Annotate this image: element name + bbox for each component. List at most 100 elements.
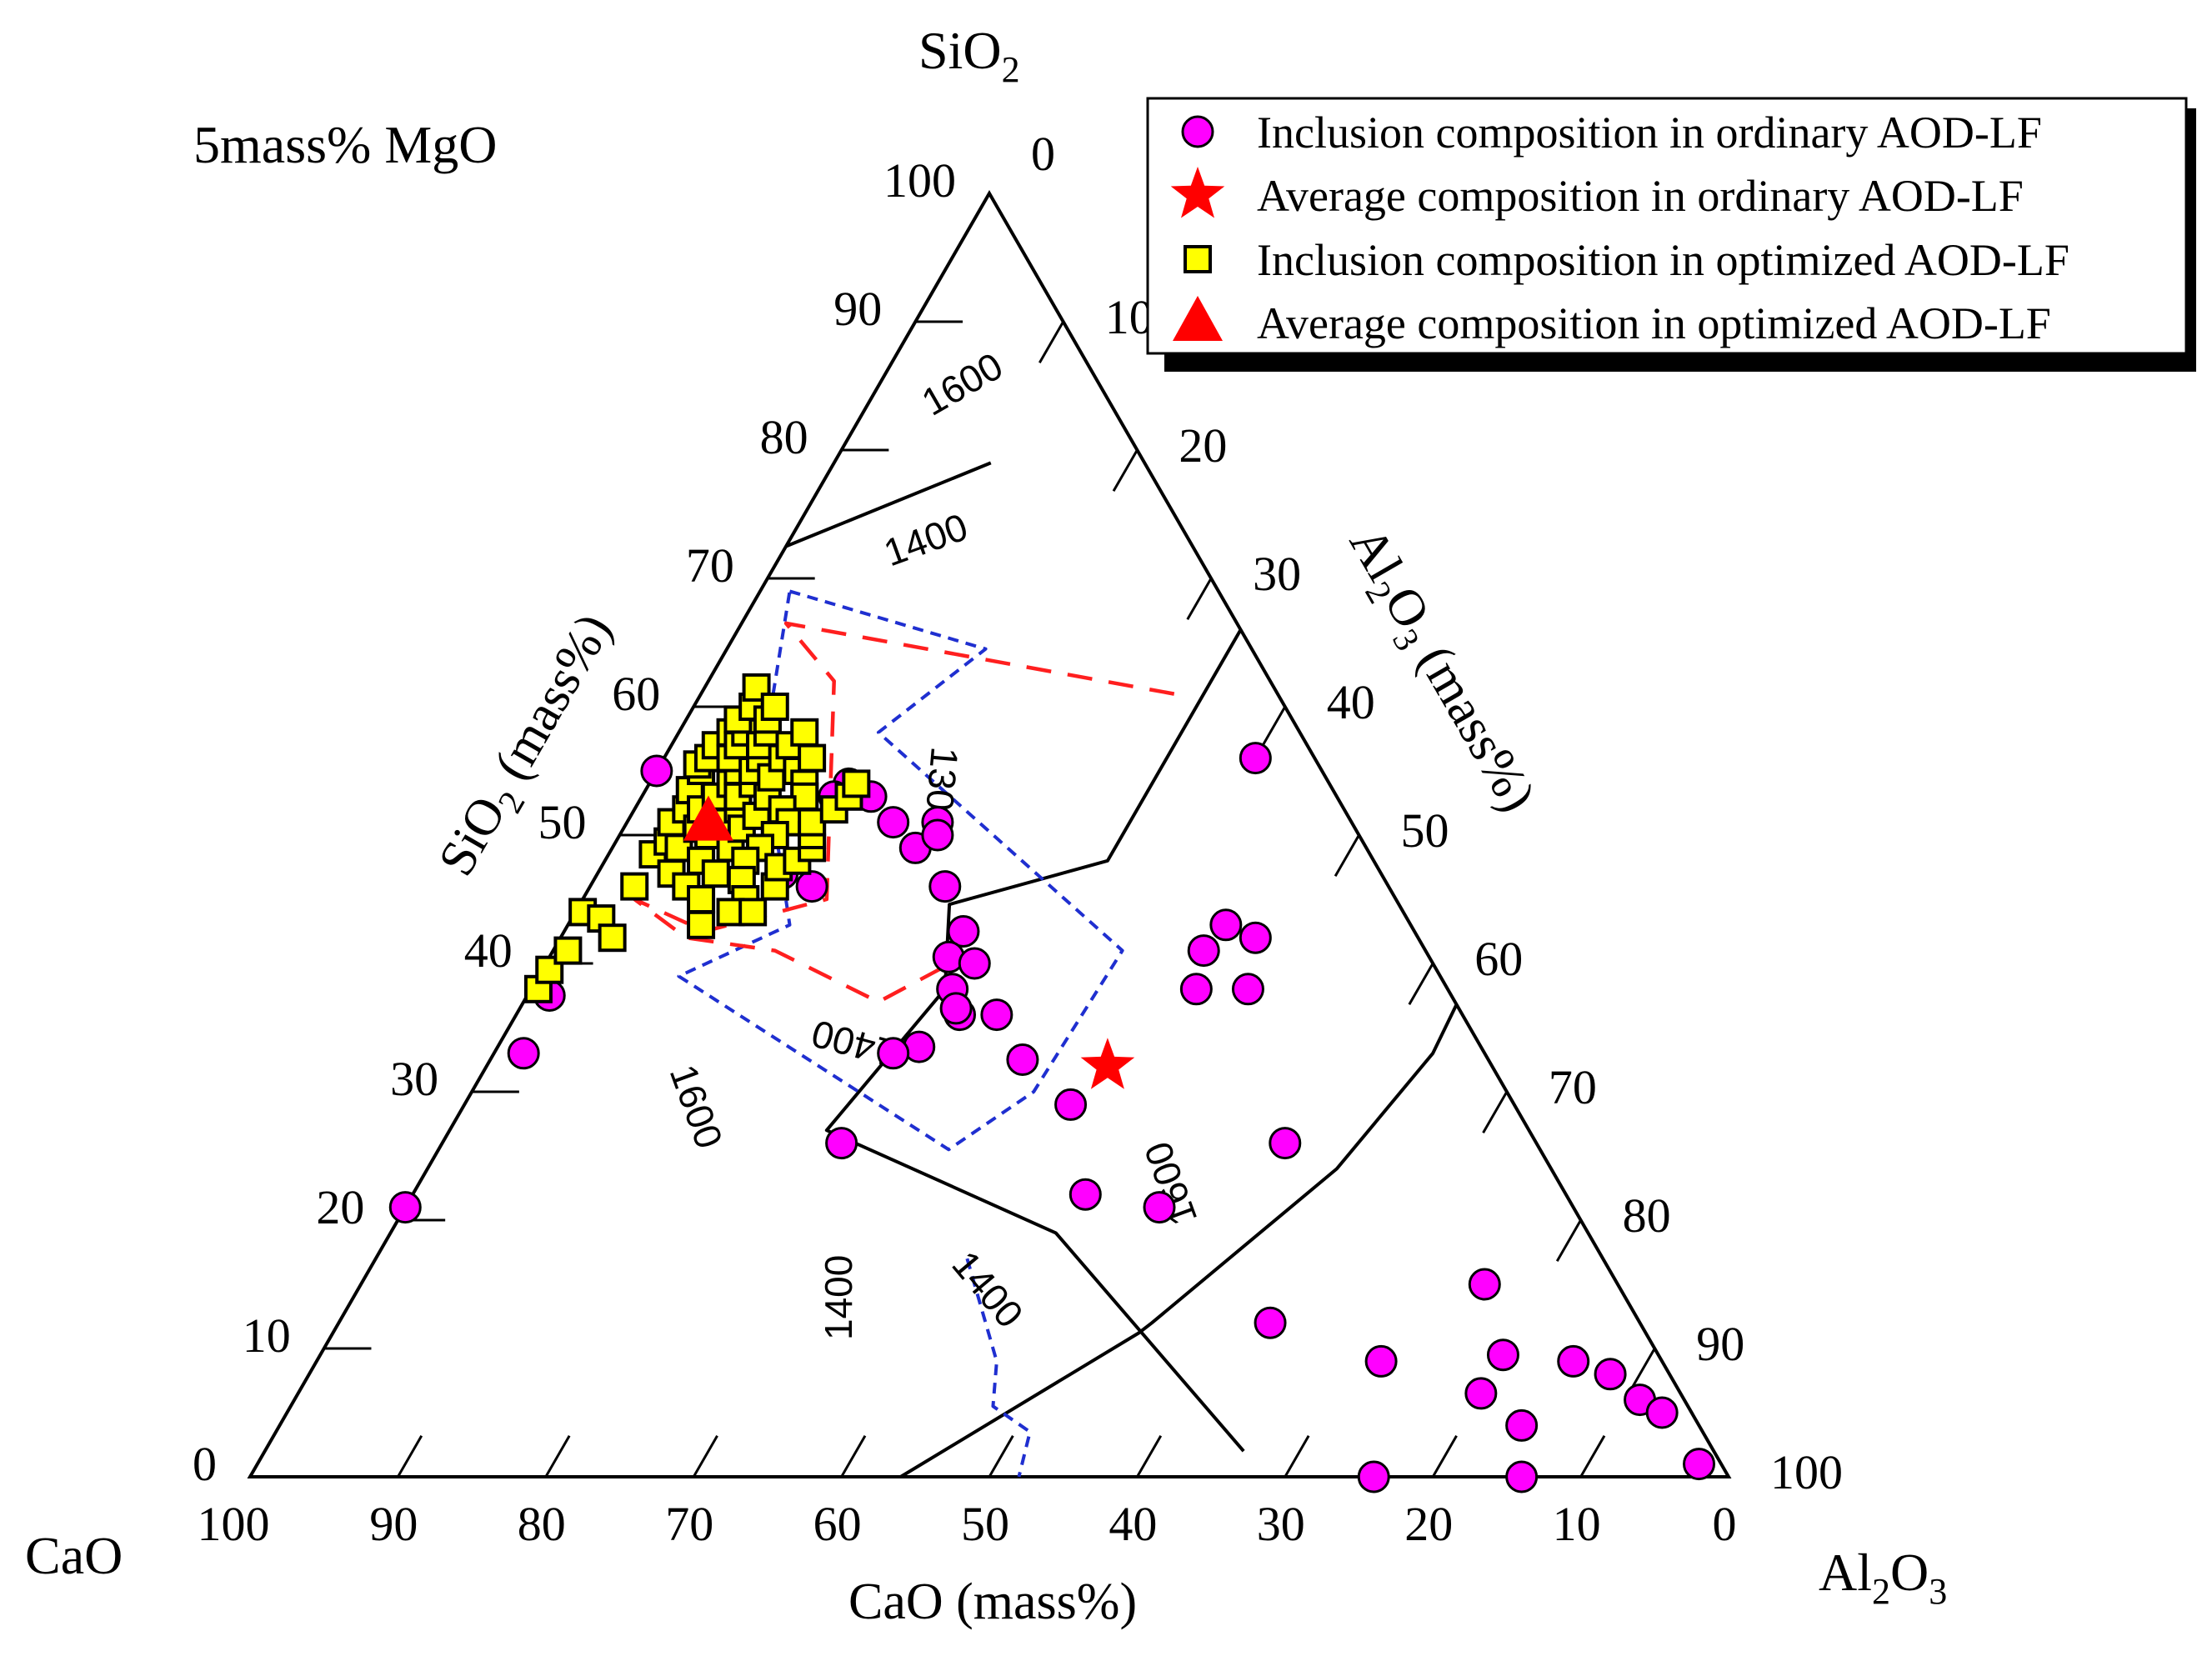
- point-circle: [1231, 973, 1264, 1006]
- point-circle: [1645, 1396, 1679, 1429]
- tick-cao: [1579, 1434, 1606, 1478]
- tick-cao: [397, 1434, 423, 1478]
- isotherm-label-1400-top: 1400: [878, 505, 973, 575]
- tick-label-sio2: 100: [883, 153, 956, 208]
- tick-label-cao: 50: [961, 1497, 1009, 1551]
- tick-label-sio2: 50: [538, 795, 587, 849]
- point-circle: [958, 947, 991, 980]
- point-circle: [640, 754, 673, 788]
- tick-label-sio2: 90: [833, 282, 882, 336]
- point-square: [620, 872, 649, 901]
- tick-label-al2o3: 70: [1549, 1060, 1597, 1114]
- tick-label-cao: 10: [1553, 1497, 1601, 1551]
- isotherm-lines: [632, 461, 1459, 1478]
- point-square: [598, 923, 627, 953]
- isotherm-label-1400-low-b: 1400: [943, 1243, 1032, 1336]
- tick-label-cao: 80: [518, 1497, 566, 1551]
- tick-al2o3: [1408, 963, 1434, 1006]
- tick-label-al2o3: 0: [1031, 127, 1055, 181]
- point-circle: [1594, 1358, 1627, 1391]
- legend-label-ordinary-average: Average composition in ordinary AOD-LF: [1257, 171, 2024, 221]
- point-square: [760, 693, 789, 721]
- tick-label-al2o3: 60: [1474, 932, 1523, 986]
- tick-label-cao: 60: [813, 1497, 862, 1551]
- point-circle: [825, 1127, 858, 1160]
- axis-title-cao: CaO (mass%): [848, 1573, 1137, 1630]
- point-square: [798, 743, 827, 773]
- point-circle: [921, 818, 954, 852]
- isotherm-1600-left: [899, 1003, 1459, 1478]
- point-circle: [795, 870, 828, 903]
- tick-label-al2o3: 40: [1327, 675, 1375, 729]
- axis-title-al2o3: Al2O3 (mass%): [1331, 518, 1546, 825]
- point-circle: [1054, 1088, 1088, 1121]
- legend-label-optimized-inclusion: Inclusion composition in optimized AOD-L…: [1257, 235, 2069, 285]
- point-circle: [388, 1191, 422, 1224]
- point-triangle: [683, 795, 733, 841]
- point-circle: [1468, 1268, 1501, 1301]
- tick-label-sio2: 70: [686, 538, 734, 593]
- tick-label-sio2: 20: [316, 1180, 364, 1234]
- point-circle: [1239, 921, 1272, 954]
- tick-cao: [1136, 1434, 1163, 1478]
- point-circle: [1269, 1127, 1302, 1160]
- point-circle: [1239, 742, 1272, 775]
- point-square: [687, 885, 716, 913]
- point-square: [553, 936, 583, 965]
- tick-al2o3: [1112, 449, 1139, 493]
- mgo-annotation: 5mass% MgO: [193, 115, 497, 174]
- isotherm-label-1400-low-a: 1400: [817, 1255, 860, 1340]
- tick-label-sio2: 80: [760, 410, 808, 464]
- tick-al2o3: [1482, 1091, 1509, 1134]
- legend: Inclusion composition in ordinary AOD-LF…: [1146, 97, 2196, 372]
- legend-marker-star: [1170, 167, 1225, 218]
- point-circle: [1505, 1460, 1539, 1493]
- tick-label-al2o3: 80: [1623, 1188, 1671, 1243]
- legend-label-ordinary-inclusion: Inclusion composition in ordinary AOD-LF: [1257, 108, 2042, 158]
- tick-label-al2o3: 20: [1179, 418, 1227, 473]
- tick-label-cao: 70: [665, 1497, 713, 1551]
- tick-label-sio2: 0: [193, 1437, 217, 1491]
- corner-label-al2o3: Al2O3: [1819, 1543, 1947, 1612]
- point-circle: [1254, 1306, 1287, 1339]
- point-square: [842, 769, 871, 798]
- legend-markers: [1170, 115, 1225, 341]
- point-circle: [877, 1037, 910, 1070]
- tick-label-sio2: 60: [612, 667, 660, 721]
- point-circle: [1209, 908, 1243, 942]
- tick-label-cao: 0: [1713, 1497, 1737, 1551]
- point-circle: [1143, 1191, 1176, 1224]
- tick-al2o3: [1260, 706, 1287, 749]
- legend-box: [1146, 97, 2188, 355]
- point-square: [790, 718, 819, 747]
- tick-al2o3: [1038, 321, 1064, 364]
- point-circle: [939, 992, 973, 1025]
- tick-cao: [544, 1434, 571, 1478]
- isotherm-1300: [632, 621, 1175, 1004]
- tick-al2o3: [1186, 578, 1213, 621]
- tick-label-cao: 90: [369, 1497, 418, 1551]
- point-circle: [1006, 1043, 1039, 1076]
- isotherm-label-1600-left: 1600: [662, 1059, 732, 1154]
- point-circle: [507, 1037, 540, 1070]
- point-circle: [947, 915, 980, 948]
- tick-cao: [1431, 1434, 1458, 1478]
- axis-title-sio2: SiO2 (mass%): [428, 604, 630, 889]
- data-points: [388, 673, 1716, 1493]
- tick-label-al2o3: 10: [1105, 290, 1154, 344]
- point-circle: [1179, 973, 1213, 1006]
- point-square: [738, 898, 768, 927]
- corner-label-cao: CaO: [25, 1526, 123, 1585]
- tick-cao: [840, 1434, 867, 1478]
- point-square: [687, 910, 716, 939]
- tick-label-al2o3: 30: [1253, 547, 1301, 601]
- tick-cao: [988, 1434, 1014, 1478]
- point-circle: [928, 870, 962, 903]
- point-circle: [1364, 1344, 1398, 1378]
- point-star: [1080, 1038, 1135, 1089]
- point-square: [742, 673, 771, 702]
- point-circle: [1505, 1408, 1539, 1442]
- tick-cao: [692, 1434, 718, 1478]
- point-circle: [1187, 934, 1220, 968]
